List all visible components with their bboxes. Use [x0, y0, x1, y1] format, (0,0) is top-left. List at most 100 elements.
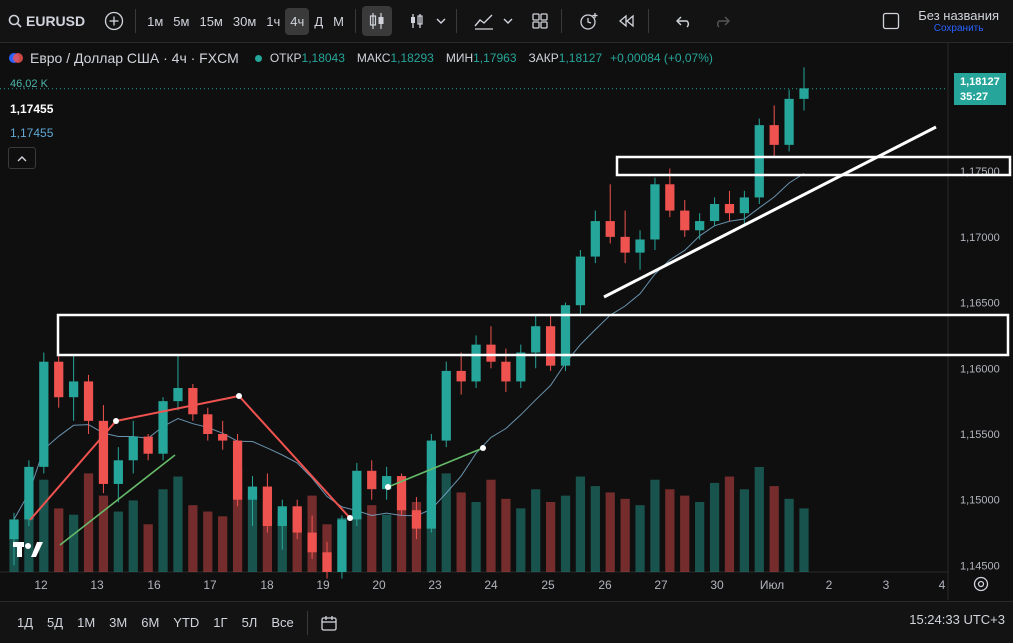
candle-body: [769, 125, 779, 145]
candle-body: [69, 381, 79, 398]
timeframe-month[interactable]: М: [333, 13, 344, 29]
toolbar-divider: [306, 610, 308, 635]
volume-bar: [695, 502, 705, 572]
zigzag-line: [29, 394, 351, 521]
volume-bar: [575, 476, 586, 572]
volume-bar: [501, 498, 511, 572]
candle-body: [203, 414, 213, 434]
indicators-icon: [474, 14, 493, 30]
volume-bar: [173, 476, 183, 572]
time-tick-label: 24: [484, 578, 498, 592]
volume-bar: [441, 473, 451, 572]
candle-body: [173, 388, 183, 402]
alert-button[interactable]: [574, 6, 604, 36]
volume-bar: [292, 508, 302, 572]
candle-body: [322, 552, 332, 572]
redo-icon: [716, 16, 730, 28]
volume-bar: [113, 511, 123, 572]
top-toolbar: EURUSD 1м 5м 15м 30м 1ч 4ч Д М: [0, 0, 1013, 43]
time-tick-label: 2: [826, 578, 833, 592]
change-value: +0,00084 (+0,07%): [610, 51, 713, 65]
candle-body: [665, 184, 675, 211]
volume-bar: [352, 511, 362, 572]
symbol-search[interactable]: EURUSD: [8, 6, 85, 36]
search-icon: [8, 14, 22, 28]
time-tick-label: 20: [372, 578, 386, 592]
timeframe-1m[interactable]: 1м: [147, 13, 164, 29]
chart-type-button[interactable]: [361, 6, 392, 36]
timeframe-day[interactable]: Д: [314, 13, 324, 29]
layout-title[interactable]: Без названия Сохранить: [918, 8, 999, 34]
save-link[interactable]: Сохранить: [933, 23, 984, 34]
volume-bar: [784, 498, 794, 572]
replay-button[interactable]: [612, 6, 642, 36]
collapse-legend-button[interactable]: [8, 147, 36, 169]
open-label: ОТКР: [269, 51, 302, 65]
range-5d[interactable]: 5Д: [47, 615, 64, 630]
timeframe-4h[interactable]: 4ч: [285, 7, 310, 35]
volume-bar: [605, 492, 615, 572]
trend-line: [603, 125, 937, 299]
undo-button[interactable]: [669, 6, 699, 36]
candle-body: [262, 486, 273, 526]
pattern-leg-line: [387, 447, 484, 488]
volume-bar: [203, 511, 213, 572]
indicators-button[interactable]: [402, 6, 432, 36]
range-5y[interactable]: 5Л: [241, 615, 258, 630]
compare-button[interactable]: [99, 6, 129, 36]
ma2-value: 1,17455: [10, 126, 54, 140]
chart-type-dropdown[interactable]: [432, 6, 450, 36]
timeframe-1h[interactable]: 1ч: [266, 13, 281, 29]
candle-body: [188, 388, 198, 415]
candle-body: [724, 204, 735, 214]
candle-body: [590, 221, 600, 257]
indicators-dropdown[interactable]: [499, 6, 517, 36]
clock-timezone[interactable]: 15:24:33 UTC+3: [909, 612, 1005, 627]
redo-button[interactable]: [707, 6, 737, 36]
close-label: ЗАКР: [528, 51, 559, 65]
toolbar-divider: [135, 9, 137, 33]
range-1y[interactable]: 1Г: [213, 615, 228, 630]
range-all[interactable]: Все: [271, 615, 294, 630]
volume-bar: [724, 476, 735, 572]
instrument-title[interactable]: Евро / Доллар США · 4ч · FXCM: [30, 50, 239, 66]
indicators-menu-button[interactable]: [469, 6, 499, 36]
volume-bar: [262, 502, 273, 572]
layout-toggle[interactable]: [876, 6, 906, 36]
templates-button[interactable]: [525, 6, 555, 36]
bar-countdown: 35:27: [960, 91, 989, 103]
time-tick-label: Июл: [760, 578, 784, 592]
resistance-zone-rectangle: [615, 155, 1012, 177]
axis-settings-button[interactable]: [972, 575, 990, 598]
range-6m[interactable]: 6М: [141, 615, 160, 630]
candle-body: [39, 361, 49, 467]
range-ytd[interactable]: YTD: [173, 615, 200, 630]
timeframe-15m[interactable]: 15м: [199, 13, 223, 29]
candle-body: [620, 236, 630, 253]
candle-body: [218, 434, 228, 441]
candle-body: [98, 420, 109, 484]
toolbar-divider: [560, 9, 562, 33]
pattern-point: [385, 484, 391, 490]
range-3m[interactable]: 3М: [109, 615, 128, 630]
candle-body: [292, 506, 302, 533]
timeframe-5m[interactable]: 5м: [173, 13, 190, 29]
volume-bar: [545, 502, 556, 572]
timeframe-30m[interactable]: 30м: [232, 13, 257, 29]
time-tick-label: 19: [316, 578, 330, 592]
bar-style-icon: [410, 14, 423, 28]
price-chart[interactable]: 1,17500 1,17000 1,16500 1,16000 1,15500 1,150…: [0, 43, 1013, 600]
alarm-clock-icon: [580, 13, 598, 30]
chevron-down-icon: [436, 18, 446, 24]
current-price-tag: 1,18127 35:27: [954, 73, 1006, 105]
candle-body: [754, 125, 764, 198]
range-1m[interactable]: 1М: [77, 615, 96, 630]
volume-bar: [486, 479, 496, 572]
range-1d[interactable]: 1Д: [17, 615, 34, 630]
volume-bar: [709, 482, 720, 572]
go-to-date-button[interactable]: [314, 608, 344, 638]
chart-background: [0, 43, 1013, 600]
volume-value: 46,02 K: [10, 78, 48, 90]
tradingview-logo[interactable]: [12, 539, 44, 564]
candle-body: [352, 470, 362, 520]
